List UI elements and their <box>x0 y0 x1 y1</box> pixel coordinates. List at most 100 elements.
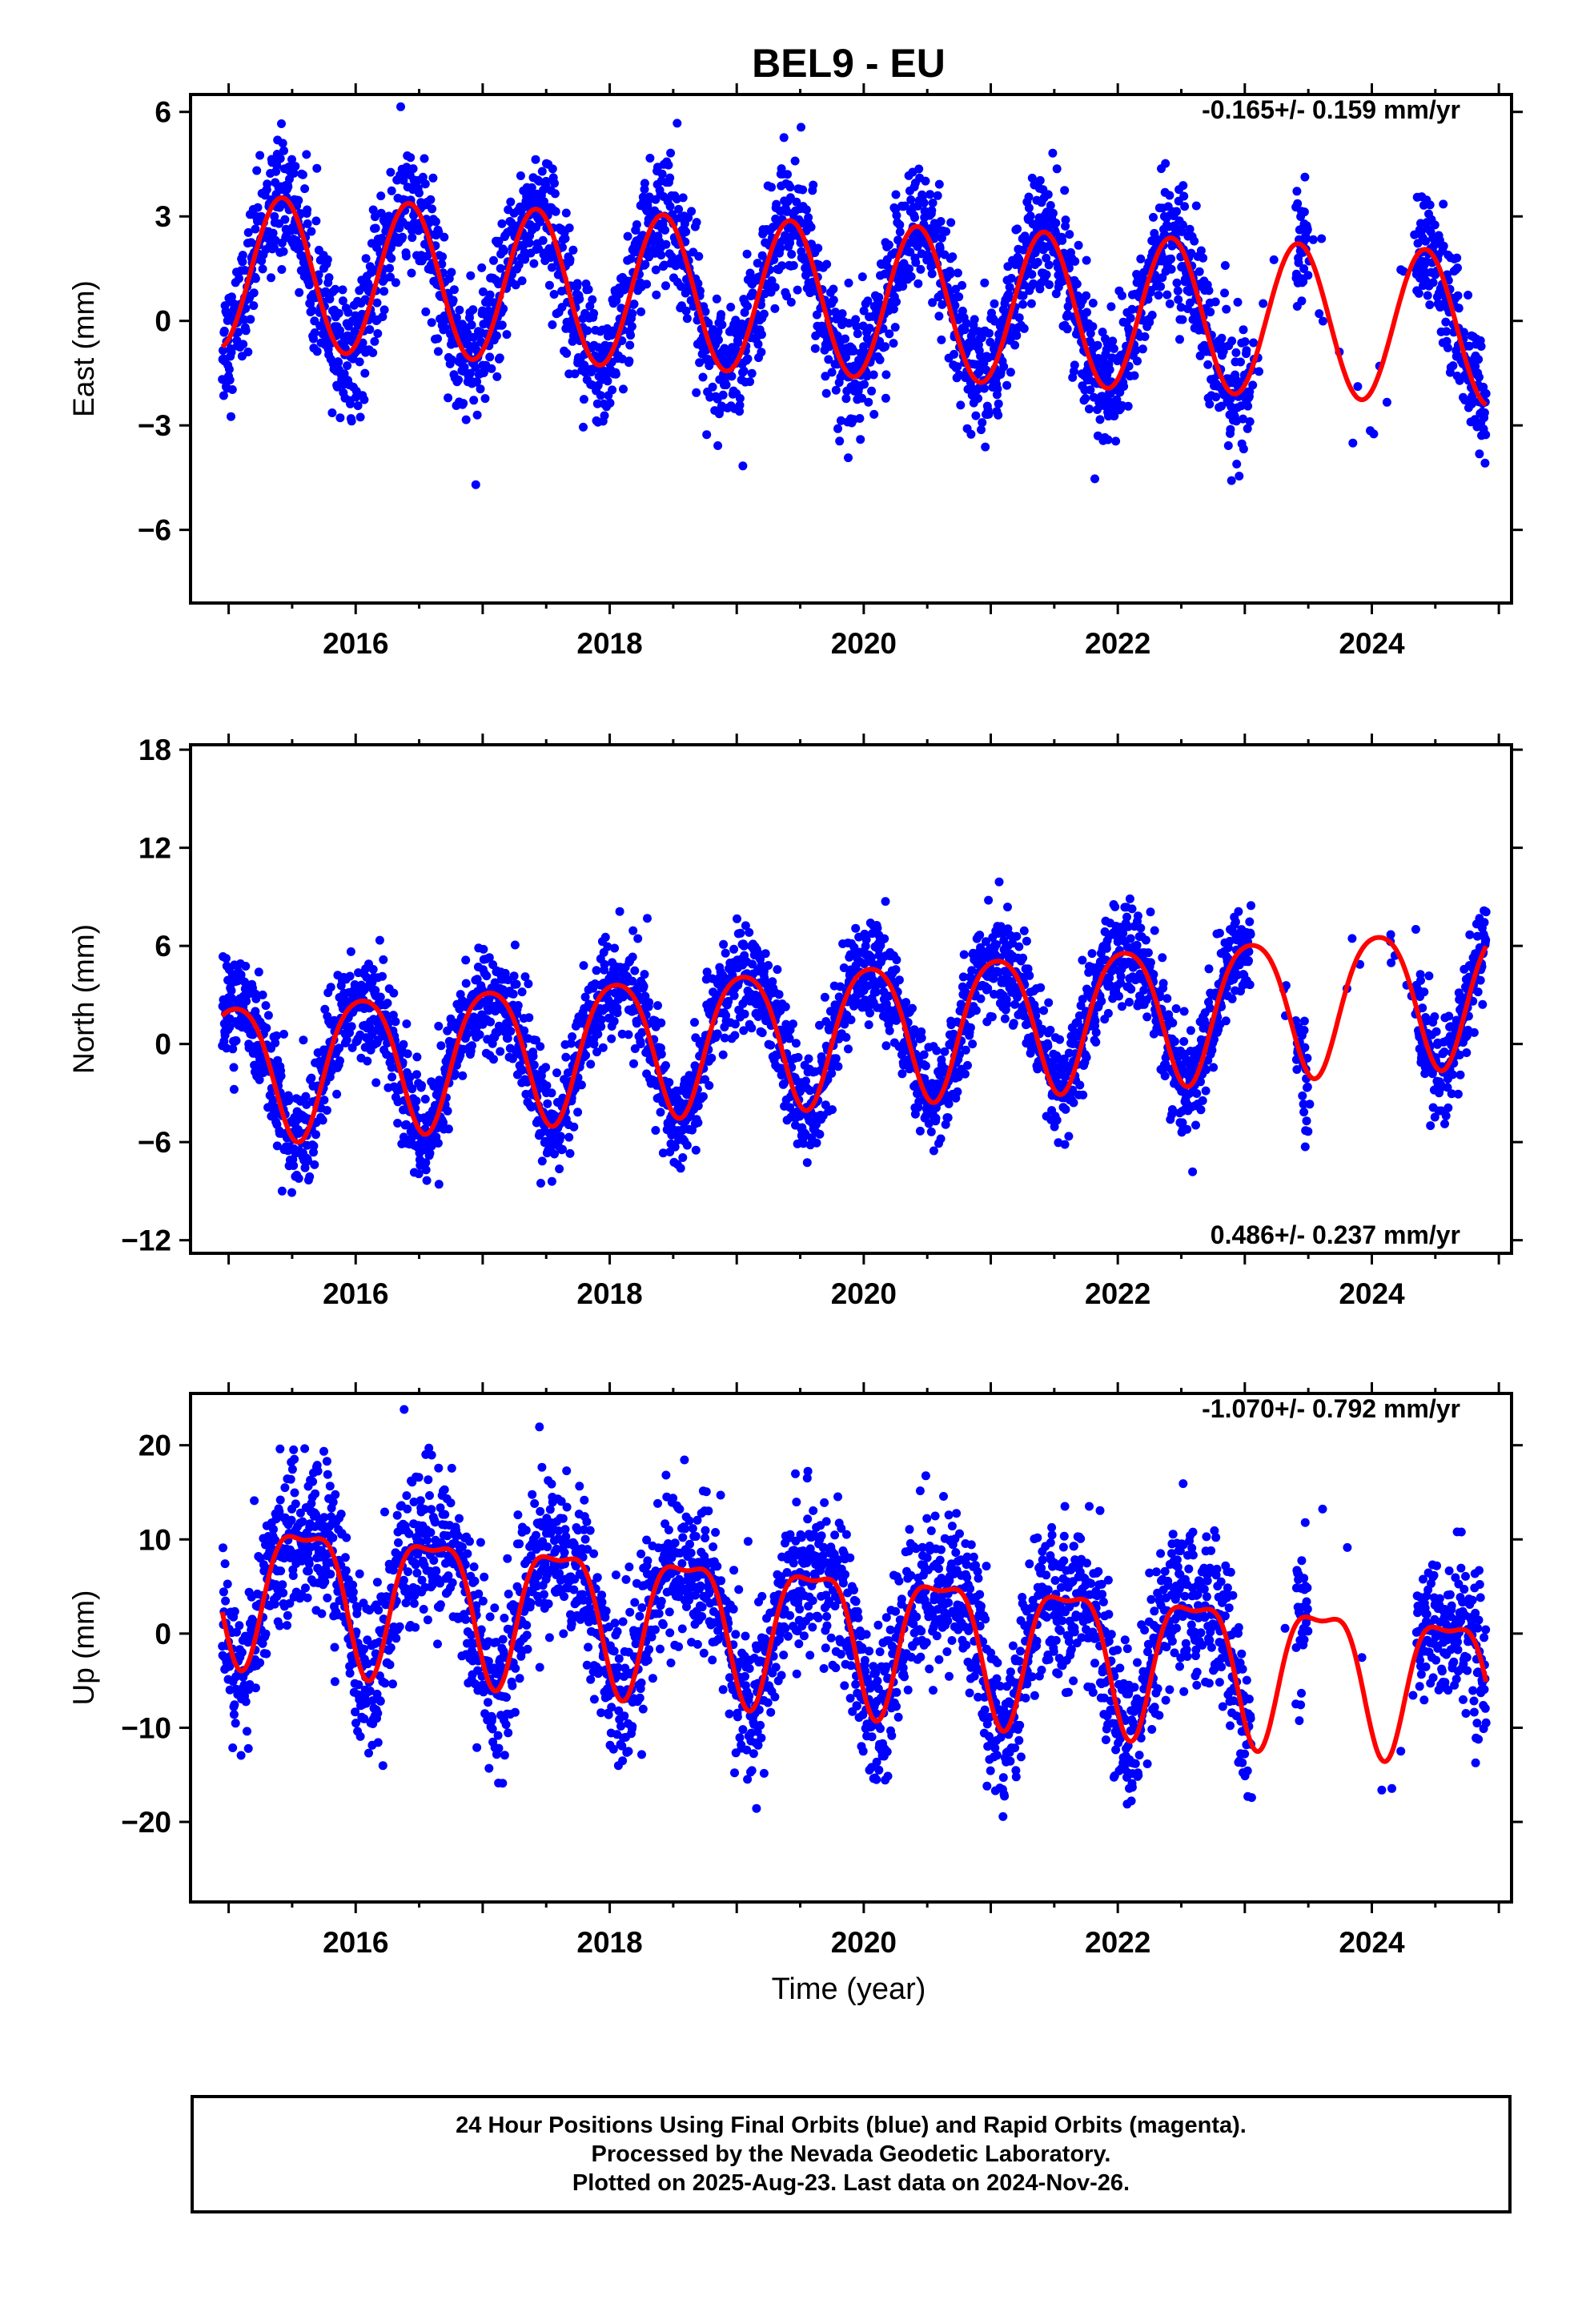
data-point <box>1088 322 1098 332</box>
data-point <box>399 1039 408 1049</box>
data-point <box>428 204 437 214</box>
data-point <box>691 1145 701 1155</box>
data-point <box>926 190 935 199</box>
data-point <box>1051 219 1061 227</box>
data-point <box>1452 253 1462 263</box>
data-point <box>865 324 874 333</box>
data-point <box>551 207 560 216</box>
data-point <box>914 164 924 174</box>
data-point <box>993 384 1002 394</box>
data-point <box>678 1153 688 1162</box>
data-point <box>420 154 429 163</box>
data-point <box>548 320 557 329</box>
data-point <box>485 352 495 362</box>
data-point <box>334 308 343 318</box>
data-point <box>608 385 617 395</box>
data-point <box>231 1036 241 1045</box>
data-point <box>624 356 634 366</box>
data-point <box>1027 270 1037 279</box>
data-point <box>1043 190 1053 199</box>
data-point <box>1348 438 1358 448</box>
data-point <box>1010 340 1020 350</box>
data-point <box>661 281 670 291</box>
data-point <box>312 163 322 173</box>
data-point <box>379 287 389 296</box>
data-point <box>1162 290 1172 300</box>
data-point <box>693 279 703 288</box>
data-point <box>372 298 382 308</box>
data-point <box>1074 240 1083 250</box>
data-point <box>1425 300 1435 310</box>
data-point <box>739 366 749 376</box>
data-point <box>1035 175 1045 185</box>
data-point <box>942 227 951 236</box>
data-point <box>322 1106 331 1115</box>
data-point <box>1062 324 1072 334</box>
data-point <box>665 173 675 183</box>
data-point <box>517 987 527 997</box>
data-point <box>459 399 468 408</box>
data-point <box>494 236 504 246</box>
data-point <box>1239 325 1248 335</box>
data-point <box>309 1141 319 1151</box>
data-point <box>1439 199 1448 209</box>
data-point <box>547 1176 556 1186</box>
data-point <box>605 398 615 408</box>
data-point <box>479 944 488 954</box>
data-point <box>673 119 682 128</box>
data-point <box>1179 191 1189 201</box>
data-point <box>511 280 520 290</box>
chart-title: BEL9 - EU <box>752 41 946 86</box>
data-point <box>793 285 802 295</box>
data-point <box>791 1039 801 1048</box>
data-point <box>353 401 363 411</box>
data-point <box>299 1035 308 1045</box>
data-point <box>289 168 299 178</box>
data-point <box>782 292 792 301</box>
data-point <box>895 227 905 237</box>
data-point <box>1130 371 1139 380</box>
data-point <box>338 285 347 295</box>
data-point <box>661 239 671 249</box>
data-point <box>1303 225 1312 234</box>
data-point <box>420 1095 430 1104</box>
data-point <box>335 326 344 336</box>
data-point <box>550 179 559 188</box>
data-point <box>1195 267 1204 276</box>
data-point <box>869 370 878 380</box>
data-point <box>335 1056 344 1066</box>
data-point <box>1111 436 1121 446</box>
data-point <box>517 276 527 286</box>
data-point <box>1476 342 1486 351</box>
data-point <box>713 441 723 450</box>
data-point <box>600 959 609 969</box>
data-point <box>327 408 337 417</box>
data-point <box>747 368 757 378</box>
data-point <box>305 1172 315 1181</box>
data-point <box>363 1056 372 1066</box>
data-point <box>827 368 837 377</box>
data-point <box>657 169 667 179</box>
data-point <box>1178 181 1188 191</box>
data-point <box>946 269 955 279</box>
data-point <box>1318 316 1327 326</box>
data-point <box>730 1031 740 1040</box>
data-point <box>743 301 753 311</box>
data-point <box>1065 230 1074 239</box>
data-point <box>640 259 650 269</box>
y-tick-label: 6 <box>155 96 171 129</box>
data-point <box>241 326 251 336</box>
data-point <box>311 216 321 226</box>
data-point <box>892 297 901 307</box>
data-point <box>891 190 901 199</box>
data-point <box>610 943 620 953</box>
data-point <box>1058 235 1067 245</box>
data-point <box>970 315 979 324</box>
data-point <box>1174 295 1183 304</box>
x-tick-label: 2018 <box>576 627 642 660</box>
data-point <box>718 390 728 400</box>
data-point <box>717 310 726 320</box>
data-point <box>592 399 602 408</box>
data-point <box>736 928 745 938</box>
